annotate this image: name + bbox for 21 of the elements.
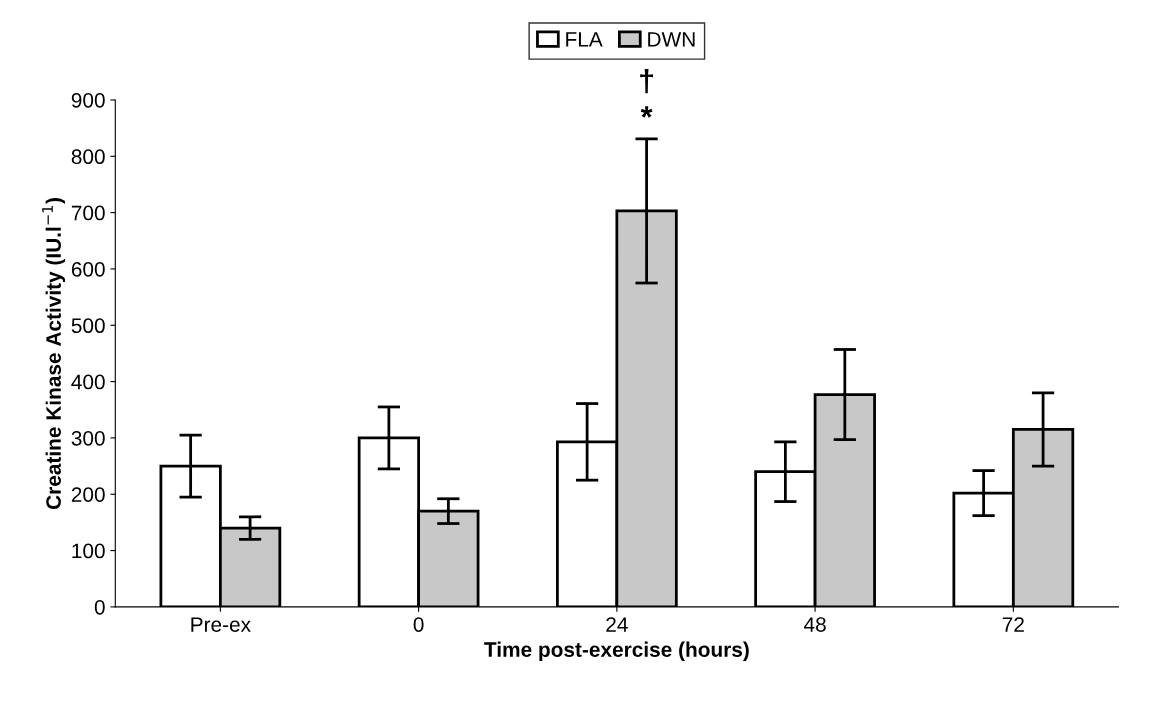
x-tick-label: Pre-ex: [191, 617, 251, 632]
y-axis-title: Creatine Kinase Activity (IU.l$^{−1}$): [42, 198, 66, 510]
x-tick-label: 24: [606, 617, 628, 632]
y-tick-label: 400: [71, 374, 105, 390]
y-tick-label: 600: [71, 261, 105, 277]
y-tick-label: 500: [71, 318, 105, 334]
y-tick-label: 700: [71, 205, 105, 221]
annotation: *: [640, 106, 653, 118]
y-tick-label: 800: [71, 149, 105, 165]
legend-label: DWN: [648, 32, 695, 47]
x-tick-label: 72: [1002, 617, 1024, 632]
y-tick-label: 300: [71, 430, 105, 446]
y-tick-label: 100: [72, 543, 105, 559]
y-tick-label: 200: [71, 487, 105, 502]
text: †: [640, 69, 654, 94]
y-tick-label: 0: [94, 599, 105, 615]
x-tick-label: 0: [413, 617, 424, 632]
legend-label: FLA: [566, 32, 603, 47]
x-tick-label: 48: [803, 617, 826, 632]
x-axis-title: Time post-exercise (hours): [484, 641, 749, 662]
y-tick-label: 900: [71, 92, 105, 108]
